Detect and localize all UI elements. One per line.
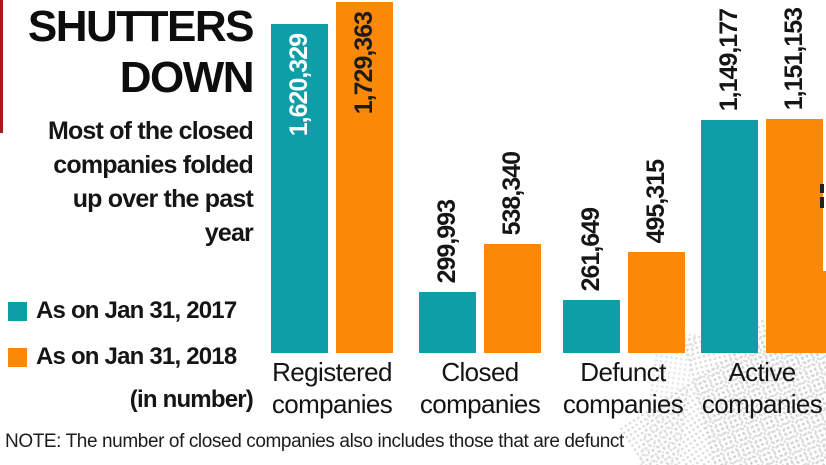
bar-value-label-2018-registered: 1,729,363	[350, 12, 378, 115]
bar-value-label-2018-active: 1,151,153	[780, 7, 808, 110]
bar-group-defunct: 261,649 495,315	[563, 2, 685, 353]
bar-cell-2017-defunct: 261,649	[563, 208, 620, 353]
page-title: SHUTTERS DOWN	[0, 1, 255, 103]
bar-cell-2017-registered: 1,620,329	[271, 24, 328, 353]
bar-value-label-2017-active: 1,149,177	[715, 8, 743, 111]
bar-2017-defunct	[563, 300, 620, 353]
bar-value-label-2018-closed: 538,340	[498, 151, 526, 235]
bar-2017-registered: 1,620,329	[271, 24, 328, 353]
bar-chart: 1,620,329 1,729,363 299,993 538,340 261,649 4…	[0, 2, 826, 353]
bar-cell-2018-registered: 1,729,363	[336, 2, 393, 353]
subtitle-line: year	[204, 219, 254, 247]
red-edge-line	[0, 0, 3, 133]
cropped-edge-artifact	[820, 197, 824, 208]
bar-2018-closed	[484, 244, 541, 353]
unit-label: (in number)	[129, 386, 254, 413]
legend-label-2018: As on Jan 31, 2018	[36, 343, 237, 370]
category-line: companies	[271, 389, 393, 419]
category-line: Active	[728, 357, 796, 387]
bar-2018-registered: 1,729,363	[336, 2, 393, 353]
category-line: Defunct	[580, 357, 666, 387]
legend-item-2018: As on Jan 31, 2018	[8, 343, 237, 371]
category-label-active: Active companies	[701, 356, 823, 420]
subtitle-line: Most of the closed	[47, 117, 254, 145]
legend-item-2017: As on Jan 31, 2017	[8, 297, 237, 325]
bar-group-active: 1,149,177 1,151,153	[701, 2, 823, 353]
bar-cell-2017-closed: 299,993	[419, 200, 476, 353]
legend-swatch-2018	[8, 347, 27, 367]
bar-value-label-2017-closed: 299,993	[433, 199, 461, 283]
category-label-defunct: Defunct companies	[562, 356, 684, 420]
subtitle-line: up over the past	[72, 185, 254, 213]
bar-group-registered: 1,620,329 1,729,363	[271, 2, 393, 353]
bar-cell-2018-defunct: 495,315	[628, 160, 685, 353]
bar-2018-active	[766, 119, 823, 353]
subtitle: Most of the closed companies folded up o…	[0, 114, 254, 250]
category-label-closed: Closed companies	[419, 356, 541, 420]
bar-group-closed: 299,993 538,340	[419, 2, 541, 353]
cropped-edge-artifact	[820, 184, 824, 193]
category-line: companies	[562, 389, 684, 419]
bar-value-label-2017-defunct: 261,649	[577, 207, 605, 291]
footnote: NOTE: The number of closed companies als…	[5, 431, 624, 452]
legend-label-2017: As on Jan 31, 2017	[36, 297, 237, 324]
bar-value-label-2017-registered: 1,620,329	[285, 34, 313, 137]
title-line-1: SHUTTERS	[27, 2, 255, 51]
bar-cell-2017-active: 1,149,177	[701, 9, 758, 353]
cropped-bar-sliver	[822, 271, 826, 353]
bar-cell-2018-active: 1,151,153	[766, 8, 823, 353]
category-line: Registered	[272, 357, 392, 387]
bar-2017-closed	[419, 292, 476, 353]
legend-swatch-2017	[8, 301, 27, 321]
category-line: companies	[419, 389, 541, 419]
inside-label-wrap: 1,729,363	[336, 12, 393, 114]
inside-label-wrap: 1,620,329	[271, 34, 328, 136]
category-line: companies	[701, 389, 823, 419]
category-label-registered: Registered companies	[271, 356, 393, 420]
bar-2018-defunct	[628, 252, 685, 353]
subtitle-line: companies folded	[53, 151, 254, 179]
bar-value-label-2018-defunct: 495,315	[642, 159, 670, 243]
category-line: Closed	[441, 357, 519, 387]
bar-cell-2018-closed: 538,340	[484, 152, 541, 353]
bar-2017-active	[701, 120, 758, 353]
title-line-2: DOWN	[119, 53, 255, 102]
